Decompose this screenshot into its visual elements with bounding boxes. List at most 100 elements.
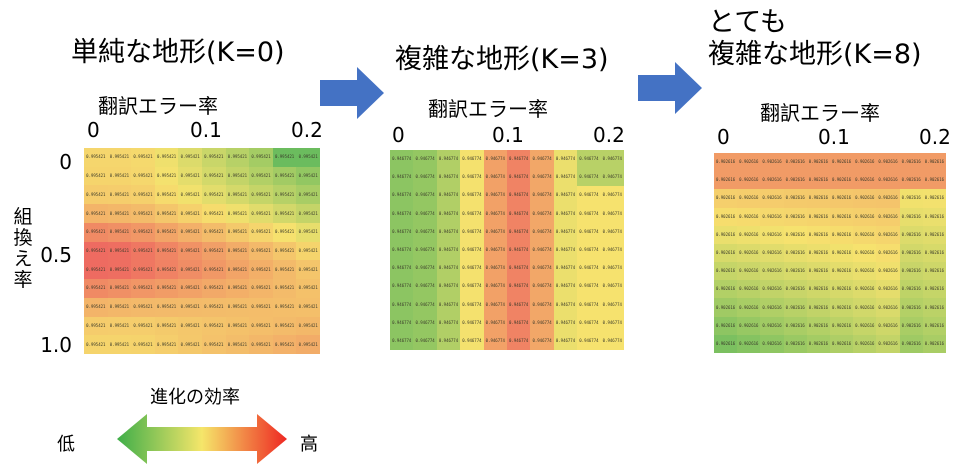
heatmap-cell: 0.946774 (436, 295, 461, 314)
heatmap-cell: 0.995421 (178, 241, 202, 261)
heatmap-cell: 0.995421 (84, 185, 108, 205)
heatmap-cell: 0.995421 (272, 260, 297, 280)
heatmap-cell: 0.902616 (714, 153, 738, 172)
heatmap-cell: 0.995421 (225, 185, 250, 205)
heatmap-cell: 0.946774 (530, 331, 554, 350)
heatmap-cell: 0.946774 (483, 313, 507, 332)
heatmap-cell: 0.902616 (714, 243, 738, 263)
heatmap-cell: 0.995421 (202, 166, 226, 186)
heatmap-cell: 0.946774 (460, 295, 484, 314)
heatmap-cell: 0.946774 (553, 222, 578, 241)
heatmap-cell: 0.995421 (296, 185, 320, 205)
heatmap-cell: 0.902616 (737, 207, 761, 226)
heatmap-cell: 0.995421 (154, 166, 179, 186)
heatmap-cell: 0.995421 (84, 335, 108, 354)
panel-2-heatmap: 0.946774 0.946774 0.946774 0.946774 0.946774… (390, 150, 624, 350)
heatmap-cell: 0.946774 (483, 186, 507, 205)
heatmap-cell: 0.995421 (107, 316, 132, 336)
heatmap-cell: 0.902616 (783, 171, 807, 190)
heatmap-cell: 0.946774 (506, 313, 531, 332)
heatmap-cell: 0.902616 (806, 243, 830, 263)
heatmap-cell: 0.946774 (390, 313, 414, 332)
heatmap-cell: 0.946774 (460, 240, 484, 260)
heatmap-cell: 0.946774 (530, 150, 554, 169)
heatmap-cell: 0.946774 (390, 240, 414, 260)
panel-1-y-tick-0: 0 (59, 150, 72, 174)
heatmap-cell: 0.946774 (553, 240, 578, 260)
heatmap-cell: 0.995421 (249, 222, 273, 242)
panel-1-y-tick-1: 0.5 (40, 243, 72, 267)
heatmap-cell: 0.995421 (84, 260, 108, 280)
heatmap-cell: 0.902616 (830, 153, 854, 172)
heatmap-cell: 0.902616 (783, 153, 807, 172)
heatmap-cell: 0.902616 (899, 225, 923, 244)
heatmap-cell: 0.995421 (107, 241, 132, 261)
heatmap-cell: 0.946774 (506, 222, 531, 241)
heatmap-cell: 0.902616 (922, 153, 946, 172)
heatmap-cell: 0.902616 (760, 262, 784, 281)
heatmap-cell: 0.902616 (714, 207, 738, 226)
heatmap-cell: 0.946774 (413, 295, 437, 314)
heatmap-cell: 0.902616 (783, 298, 807, 317)
heatmap-cell: 0.995421 (178, 185, 202, 205)
heatmap-cell: 0.902616 (853, 298, 877, 317)
heatmap-cell: 0.902616 (806, 334, 830, 353)
heatmap-cell: 0.995421 (84, 222, 108, 242)
heatmap-cell: 0.946774 (577, 168, 601, 187)
heatmap-cell: 0.946774 (577, 259, 601, 278)
heatmap-cell: 0.946774 (600, 204, 624, 223)
heatmap-cell: 0.902616 (737, 298, 761, 317)
heatmap-cell: 0.995421 (84, 148, 108, 167)
heatmap-cell: 0.946774 (506, 277, 531, 296)
heatmap-cell: 0.946774 (506, 240, 531, 260)
heatmap-cell: 0.995421 (249, 241, 273, 261)
heatmap-cell: 0.902616 (899, 207, 923, 226)
heatmap-cell: 0.946774 (413, 331, 437, 350)
heatmap-cell: 0.995421 (296, 241, 320, 261)
heatmap-cell: 0.995421 (107, 204, 132, 223)
heatmap-cell: 0.902616 (899, 298, 923, 317)
heatmap-cell: 0.946774 (390, 331, 414, 350)
heatmap-cell: 0.995421 (107, 222, 132, 242)
heatmap-cell: 0.995421 (131, 279, 155, 298)
heatmap-cell: 0.946774 (413, 168, 437, 187)
heatmap-cell: 0.995421 (296, 166, 320, 186)
heatmap-cell: 0.995421 (131, 316, 155, 336)
heatmap-cell: 0.995421 (131, 335, 155, 354)
heatmap-cell: 0.995421 (249, 260, 273, 280)
heatmap-cell: 0.946774 (483, 222, 507, 241)
heatmap-cell: 0.902616 (760, 298, 784, 317)
heatmap-cell: 0.902616 (853, 316, 877, 335)
heatmap-cell: 0.946774 (460, 222, 484, 241)
heatmap-cell: 0.946774 (600, 295, 624, 314)
heatmap-cell: 0.995421 (178, 316, 202, 336)
heatmap-cell: 0.946774 (530, 259, 554, 278)
heatmap-cell: 0.946774 (413, 186, 437, 205)
heatmap-cell: 0.995421 (272, 241, 297, 261)
heatmap-cell: 0.902616 (899, 171, 923, 190)
heatmap-cell: 0.902616 (714, 316, 738, 335)
panel-3-heatmap: 0.902616 0.902616 0.902616 0.902616 0.902616… (714, 153, 946, 353)
heatmap-cell: 0.902616 (899, 316, 923, 335)
heatmap-cell: 0.902616 (830, 243, 854, 263)
heatmap-cell: 0.946774 (600, 186, 624, 205)
heatmap-cell: 0.946774 (436, 259, 461, 278)
heatmap-cell: 0.902616 (922, 316, 946, 335)
heatmap-cell: 0.946774 (460, 277, 484, 296)
heatmap-cell: 0.995421 (131, 260, 155, 280)
heatmap-cell: 0.946774 (530, 168, 554, 187)
heatmap-cell: 0.946774 (530, 295, 554, 314)
heatmap-cell: 0.946774 (553, 295, 578, 314)
heatmap-cell: 0.902616 (737, 153, 761, 172)
heatmap-cell: 0.902616 (714, 171, 738, 190)
panel-2-x-tick-0: 0 (392, 123, 405, 147)
heatmap-cell: 0.946774 (460, 168, 484, 187)
heatmap-cell: 0.946774 (530, 313, 554, 332)
panel-1-y-tick-2: 1.0 (40, 333, 72, 357)
panel-3-x-tick-0: 0 (717, 125, 730, 149)
heatmap-cell: 0.946774 (600, 313, 624, 332)
heatmap-cell: 0.946774 (530, 240, 554, 260)
heatmap-cell: 0.902616 (830, 189, 854, 208)
heatmap-cell: 0.902616 (737, 225, 761, 244)
heatmap-cell: 0.902616 (899, 153, 923, 172)
